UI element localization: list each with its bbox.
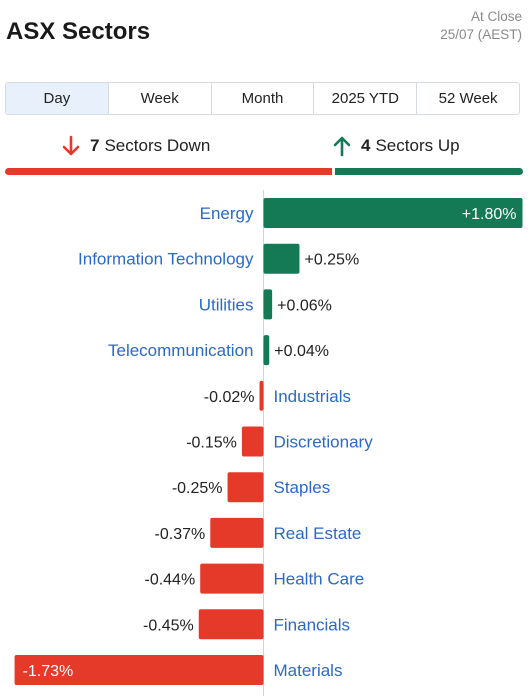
value-label-industrials: -0.02%: [204, 389, 255, 406]
value-label-telecommunication: +0.04%: [274, 343, 329, 360]
value-label-financials: -0.45%: [143, 617, 194, 634]
value-label-health-care: -0.44%: [144, 572, 195, 589]
tab-52-week[interactable]: 52 Week: [438, 90, 498, 107]
bar-health-care: [200, 563, 264, 594]
tab-week[interactable]: Week: [109, 83, 212, 114]
sectors-up-bar: [335, 168, 523, 175]
category-label-financials[interactable]: Financials: [274, 615, 351, 634]
sectors-up-count: 4: [361, 136, 371, 155]
category-label-staples[interactable]: Staples: [274, 478, 331, 497]
bar-industrials: [259, 380, 264, 411]
bar-financials: [198, 609, 264, 640]
bar-staples: [227, 472, 264, 503]
category-label-information-technology[interactable]: Information Technology: [78, 250, 254, 269]
category-label-discretionary[interactable]: Discretionary: [274, 433, 374, 452]
sectors-up-summary: 4 Sectors Up: [331, 134, 460, 158]
category-label-utilities[interactable]: Utilities: [199, 295, 254, 314]
close-status: At Close 25/07 (AEST): [440, 8, 522, 44]
arrow-up-icon: [333, 136, 351, 157]
arrow-down-icon: [62, 135, 80, 156]
value-label-real-estate: -0.37%: [155, 526, 206, 543]
value-label-materials: -1.73%: [23, 663, 74, 680]
bar-materials: [14, 655, 264, 685]
sectors-down-bar: [5, 168, 332, 175]
page-title: ASX Sectors: [6, 18, 151, 45]
value-label-discretionary: -0.15%: [186, 435, 237, 452]
sector-bar-chart: Energy +1.80% Information Technology +0.25%…: [14, 190, 523, 696]
value-label-utilities: +0.06%: [277, 297, 332, 314]
value-label-information-technology: +0.25%: [304, 252, 359, 269]
category-label-real-estate[interactable]: Real Estate: [274, 524, 362, 543]
category-label-health-care[interactable]: Health Care: [274, 570, 365, 589]
category-label-materials[interactable]: Materials: [274, 661, 343, 680]
bar-telecommunication: [263, 335, 270, 366]
sectors-down-summary: 7 Sectors Down: [60, 134, 210, 158]
tab-month[interactable]: Month: [212, 83, 315, 114]
sectors-down-count: 7: [90, 136, 100, 155]
tab-day[interactable]: Day: [6, 83, 109, 114]
bar-utilities: [263, 289, 273, 320]
sectors-up-label: Sectors Up: [375, 136, 460, 155]
period-tabs: Day Week Month 2025 YTD 52 Week: [5, 82, 520, 115]
close-status-label: At Close: [470, 9, 522, 24]
value-label-staples: -0.25%: [172, 480, 223, 497]
category-label-industrials[interactable]: Industrials: [274, 387, 351, 406]
category-label-telecommunication[interactable]: Telecommunication: [108, 341, 254, 360]
sectors-down-label: Sectors Down: [104, 136, 211, 155]
bar-information-technology: [263, 243, 300, 274]
bar-real-estate: [210, 517, 264, 548]
value-label-energy: +1.80%: [462, 206, 517, 223]
category-label-energy[interactable]: Energy: [200, 204, 254, 223]
tab-ytd[interactable]: 2025 YTD: [314, 83, 418, 114]
close-status-date: 25/07 (AEST): [440, 27, 522, 42]
bar-energy: [263, 198, 523, 228]
bar-discretionary: [241, 426, 264, 457]
